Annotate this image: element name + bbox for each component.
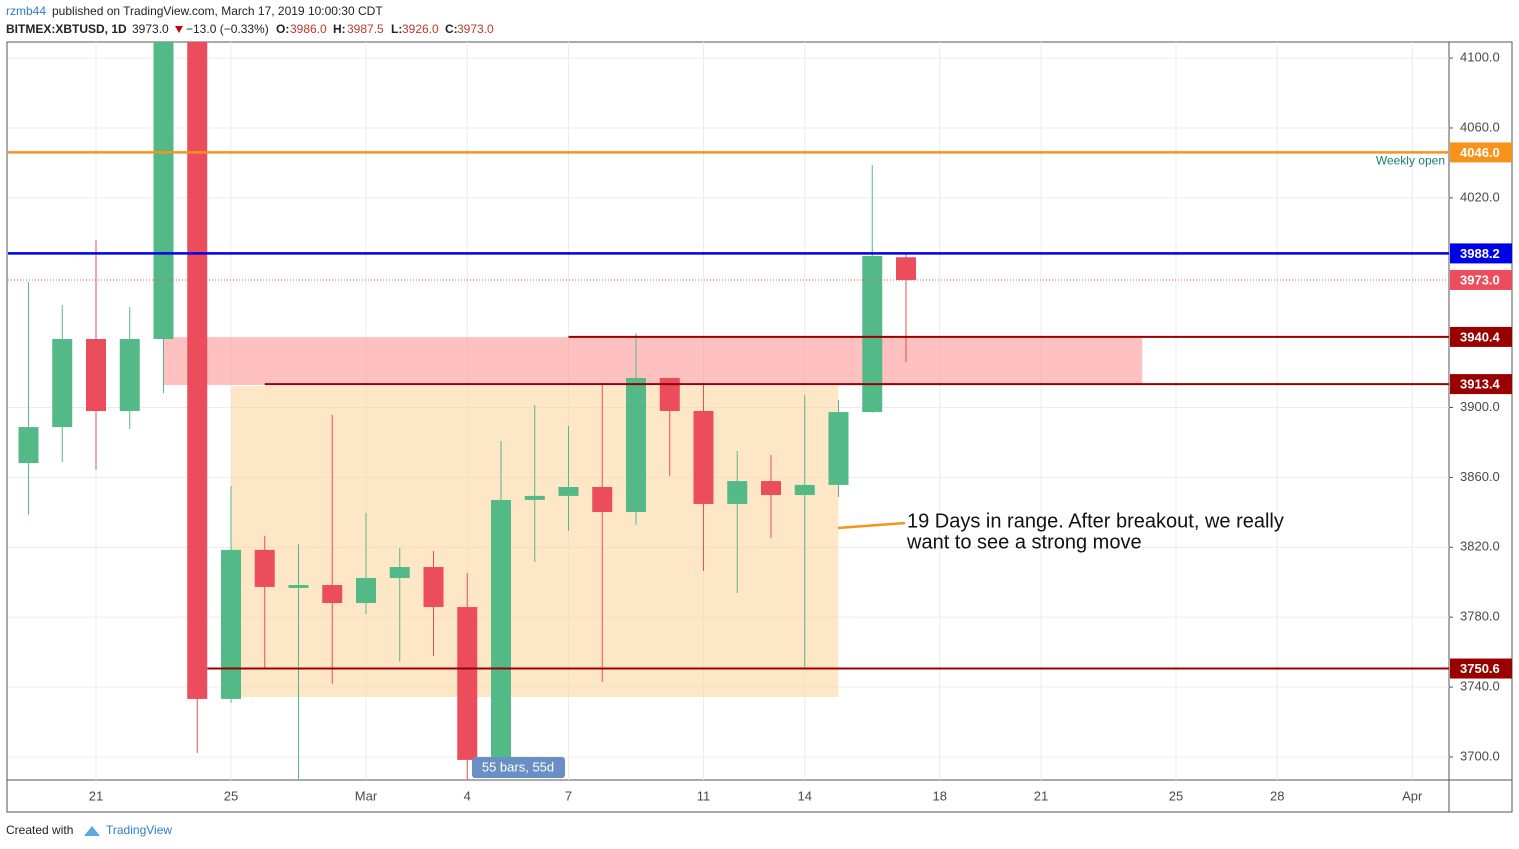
candle-body bbox=[592, 487, 613, 512]
o-label: O: bbox=[276, 22, 289, 36]
l-label: L: bbox=[391, 22, 402, 36]
x-tick-label: Mar bbox=[355, 788, 378, 803]
x-tick-label: Apr bbox=[1402, 788, 1423, 803]
candle-body bbox=[356, 578, 376, 604]
candle-body bbox=[491, 499, 511, 760]
candle-body bbox=[761, 481, 781, 496]
candle-body bbox=[727, 481, 748, 504]
candle-body bbox=[794, 484, 815, 496]
x-tick-label: 7 bbox=[565, 788, 572, 803]
y-tick-label: 3780.0 bbox=[1460, 609, 1500, 624]
candle-body bbox=[254, 549, 275, 587]
annotation: 19 Days in range. After breakout, we rea… bbox=[907, 510, 1284, 532]
annotation-pointer bbox=[837, 521, 906, 530]
candle-body bbox=[389, 567, 410, 579]
brand-icon bbox=[84, 826, 100, 836]
x-tick-label: 25 bbox=[224, 788, 238, 803]
range-label: 55 bars, 55d bbox=[482, 759, 554, 774]
candle-body bbox=[524, 495, 545, 500]
candle-body bbox=[119, 339, 140, 411]
o-value: 3986.0 bbox=[290, 22, 327, 36]
h-label: H: bbox=[333, 22, 346, 36]
footer-created: Created with bbox=[6, 823, 73, 837]
range-label-bg bbox=[472, 757, 565, 778]
price-label-bg bbox=[1450, 142, 1512, 163]
c-value: 3973.0 bbox=[457, 22, 494, 36]
candle-body bbox=[18, 427, 39, 464]
price-label: 3973.0 bbox=[1460, 272, 1500, 287]
down-icon bbox=[175, 26, 183, 33]
footer-brand[interactable]: TradingView bbox=[106, 823, 172, 837]
frame bbox=[6, 41, 1513, 813]
y-tick-label: 4020.0 bbox=[1460, 189, 1500, 204]
last: 3973.0 bbox=[132, 22, 169, 36]
price-label: 3988.2 bbox=[1460, 246, 1500, 261]
change: −13.0 (−0.33%) bbox=[186, 22, 269, 36]
overlay: 3700.0 3740.0 3780.0 3820.0 3860.0 3900.0 4020… bbox=[89, 50, 1512, 803]
author[interactable]: rzmb44 bbox=[6, 4, 46, 18]
price-label: 3913.4 bbox=[1460, 377, 1501, 392]
x-tick-label: 18 bbox=[933, 788, 947, 803]
candle-body bbox=[52, 339, 73, 428]
x-tick-label: 21 bbox=[1034, 788, 1048, 803]
l-value: 3926.0 bbox=[402, 22, 439, 36]
candle-body bbox=[457, 607, 478, 760]
candle-body bbox=[659, 377, 680, 411]
candle-body bbox=[288, 585, 309, 588]
plot bbox=[8, 42, 1449, 780]
price-label-bg bbox=[1450, 374, 1512, 395]
price-label-bg bbox=[1450, 658, 1512, 679]
candle-body bbox=[322, 585, 343, 604]
symbol: BITMEX:XBTUSD, 1D bbox=[6, 22, 127, 36]
candle-body bbox=[626, 377, 646, 512]
y-tick-label: 4060.0 bbox=[1460, 119, 1500, 134]
candle-body bbox=[153, 42, 174, 340]
y-tick-label: 3820.0 bbox=[1460, 539, 1500, 554]
price-label-bg bbox=[1450, 269, 1512, 290]
candle-body bbox=[896, 257, 916, 280]
range-zone bbox=[163, 337, 1143, 385]
candle-body bbox=[862, 256, 883, 413]
c-label: C: bbox=[445, 22, 458, 36]
line-name: Weekly open bbox=[1376, 154, 1445, 168]
price-label: 3750.6 bbox=[1460, 661, 1500, 676]
x-tick-label: 21 bbox=[89, 788, 103, 803]
y-tick-label: 3700.0 bbox=[1460, 748, 1500, 763]
price-label-bg bbox=[1450, 243, 1512, 264]
published: published on TradingView.com, March 17, … bbox=[52, 4, 383, 18]
y-tick-label: 3860.0 bbox=[1460, 469, 1500, 484]
price-label: 3940.4 bbox=[1460, 329, 1501, 344]
price-label-bg bbox=[1450, 326, 1512, 347]
x-tick-label: 25 bbox=[1169, 788, 1183, 803]
x-tick-label: 11 bbox=[697, 788, 711, 803]
candle-body bbox=[86, 339, 106, 411]
y-tick-label: 3740.0 bbox=[1460, 678, 1500, 693]
price-label: 4046.0 bbox=[1460, 145, 1500, 160]
annotation: want to see a strong move bbox=[906, 531, 1142, 553]
candle-body bbox=[423, 567, 444, 608]
candle-body bbox=[828, 412, 849, 485]
x-tick-label: 4 bbox=[464, 788, 471, 803]
x-tick-label: 14 bbox=[798, 788, 812, 803]
candle-body bbox=[558, 487, 579, 496]
candle-body bbox=[187, 42, 208, 699]
x-tick-label: 28 bbox=[1270, 788, 1284, 803]
h-value: 3987.5 bbox=[347, 22, 384, 36]
y-tick-label: 4100.0 bbox=[1460, 50, 1500, 65]
candle-body bbox=[693, 411, 714, 504]
y-tick-label: 3900.0 bbox=[1460, 399, 1500, 414]
candle-body bbox=[221, 549, 241, 699]
